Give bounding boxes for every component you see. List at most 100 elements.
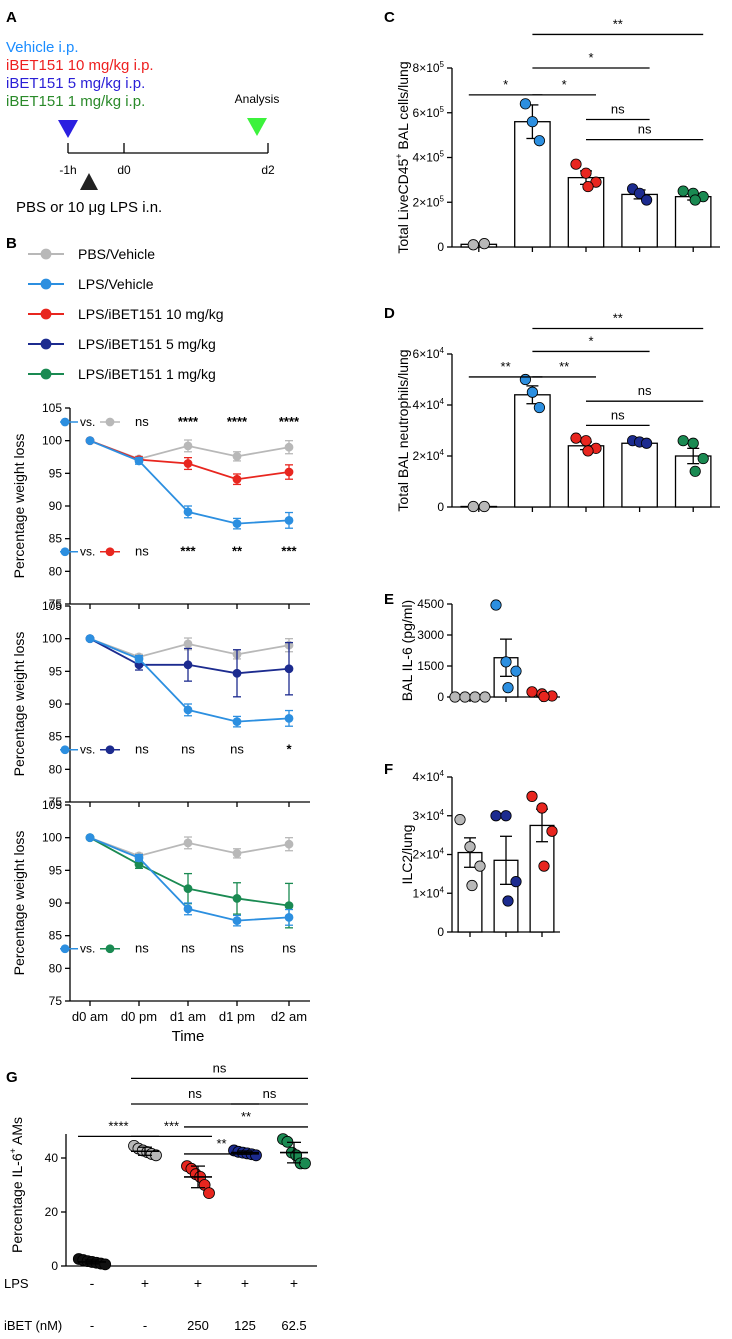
- tick-exponent: 5: [440, 105, 445, 114]
- data-point: [284, 515, 294, 525]
- bar: [621, 442, 658, 508]
- tick-mantissa: 4×10: [413, 398, 440, 412]
- lps-value: +: [241, 1275, 249, 1291]
- ylabel-superscript: +: [8, 1148, 18, 1153]
- legend-label: LPS/Vehicle: [78, 276, 154, 292]
- analysis-label: Analysis: [235, 92, 280, 106]
- y-axis-label: Percentage weight loss: [11, 632, 27, 777]
- panel-label-c: C: [384, 9, 395, 26]
- significance-label: ****: [279, 414, 300, 429]
- significance-label: **: [559, 359, 569, 374]
- data-point: [85, 833, 95, 843]
- y-tick-label: 6×105: [413, 105, 445, 120]
- significance-label: **: [613, 311, 623, 326]
- legend-label: LPS/iBET151 1 mg/kg: [78, 366, 216, 382]
- panel-label-a: A: [6, 9, 17, 26]
- comparison-marker: [105, 745, 115, 755]
- ylabel-part: BAL cells/lung: [395, 61, 411, 153]
- y-tick-label: 4×104: [413, 397, 445, 412]
- y-tick-label: 105: [42, 798, 62, 812]
- row-label-ibet: iBET (nM): [4, 1318, 62, 1333]
- data-point: [582, 445, 594, 457]
- timeline-tick-label: d0: [117, 163, 131, 177]
- bar: [621, 193, 658, 248]
- y-tick-label: 75: [49, 597, 63, 611]
- data-point: [183, 904, 193, 914]
- significance-label: **: [501, 359, 511, 374]
- data-point: [538, 860, 550, 872]
- comparison-marker: [105, 547, 115, 557]
- comparison-marker: [105, 944, 115, 954]
- data-point: [677, 185, 689, 197]
- x-tick-label: d1 am: [170, 1009, 206, 1024]
- significance-label: ns: [638, 383, 652, 398]
- data-point: [134, 456, 144, 466]
- y-tick-label: 80: [49, 762, 63, 776]
- data-point: [183, 660, 193, 670]
- y-tick-label: 100: [42, 434, 62, 448]
- data-point: [183, 441, 193, 451]
- data-point: [183, 459, 193, 468]
- tick-mantissa: 3×10: [413, 809, 440, 823]
- y-tick-label: 75: [49, 795, 63, 809]
- data-point: [538, 690, 550, 703]
- data-point: [449, 691, 461, 703]
- significance-label: ns: [181, 941, 195, 956]
- data-point: [232, 717, 242, 727]
- y-tick-label: 0: [51, 1259, 58, 1273]
- legend-label: PBS/Vehicle: [78, 246, 155, 262]
- comparison-marker: [60, 547, 70, 557]
- significance-label: ****: [227, 414, 248, 429]
- y-tick-label: 40: [45, 1151, 59, 1165]
- y-tick-label: 95: [49, 664, 63, 678]
- challenge-arrow-icon: [80, 173, 98, 190]
- significance-label: ns: [135, 941, 149, 956]
- data-point: [232, 894, 242, 903]
- y-axis-label: Total BAL neutrophils/lung: [395, 349, 411, 511]
- analysis-arrow-icon: [247, 118, 267, 136]
- data-point: [519, 373, 532, 386]
- data-point: [134, 654, 144, 664]
- tick-exponent: 4: [440, 847, 445, 856]
- significance-label: **: [232, 544, 243, 559]
- timeline-tick-label: d2: [261, 163, 275, 177]
- ylabel-part: AMs: [9, 1117, 25, 1148]
- data-point: [479, 691, 491, 703]
- data-point: [526, 386, 539, 398]
- bar: [674, 455, 712, 508]
- timeline-legend-item: iBET151 10 mg/kg i.p.: [6, 57, 154, 74]
- y-tick-label: 3000: [417, 628, 444, 642]
- data-point: [697, 452, 709, 465]
- challenge-caption: PBS or 10 μg LPS i.n.: [16, 199, 162, 216]
- tick-exponent: 4: [440, 448, 445, 457]
- legend-marker: [40, 278, 52, 290]
- data-point: [677, 435, 689, 447]
- data-point: [687, 437, 699, 449]
- y-axis-label: Percentage IL-6+ AMs: [8, 1117, 25, 1253]
- ibet-value: -: [90, 1318, 94, 1333]
- x-tick-label: d0 am: [72, 1009, 108, 1024]
- tick-mantissa: 4×10: [413, 770, 440, 784]
- data-point: [203, 1187, 215, 1199]
- y-tick-label: 85: [49, 929, 63, 943]
- tick-exponent: 5: [440, 150, 445, 159]
- timeline-legend-item: iBET151 1 mg/kg i.p.: [6, 93, 145, 110]
- ylabel-part: Total LiveCD45: [395, 158, 411, 253]
- y-tick-label: 1500: [417, 659, 444, 673]
- data-point: [232, 474, 242, 484]
- data-point: [582, 180, 594, 193]
- treatment-arrow-icon: [58, 120, 78, 138]
- lps-value: +: [141, 1275, 149, 1291]
- y-tick-label: 80: [49, 564, 63, 578]
- data-point: [232, 848, 242, 858]
- y-tick-label: 85: [49, 730, 63, 744]
- data-point: [570, 158, 582, 170]
- data-point: [232, 519, 242, 529]
- data-point: [299, 1157, 311, 1170]
- y-tick-label: 0: [437, 925, 444, 939]
- data-point: [85, 436, 95, 446]
- data-point: [533, 401, 546, 414]
- data-point: [533, 135, 546, 147]
- y-tick-label: 1×104: [413, 885, 445, 900]
